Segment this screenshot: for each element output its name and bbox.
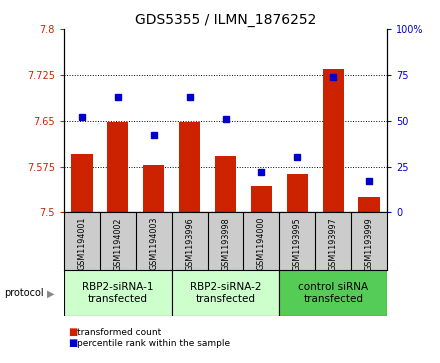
Text: transformed count: transformed count: [77, 328, 161, 337]
Text: RBP2-siRNA-1
transfected: RBP2-siRNA-1 transfected: [82, 282, 154, 304]
Bar: [215, 156, 236, 212]
Text: GSM1193998: GSM1193998: [221, 217, 230, 271]
Text: ■: ■: [68, 327, 77, 337]
Bar: [107, 122, 128, 212]
Text: GSM1194001: GSM1194001: [77, 217, 86, 270]
Text: GSM1193997: GSM1193997: [329, 217, 338, 271]
Bar: [71, 154, 92, 212]
Bar: [279, 270, 387, 316]
Text: GSM1194002: GSM1194002: [113, 217, 122, 270]
Bar: [251, 186, 272, 212]
Text: control siRNA
transfected: control siRNA transfected: [298, 282, 368, 304]
Text: percentile rank within the sample: percentile rank within the sample: [77, 339, 230, 347]
Text: protocol: protocol: [4, 288, 44, 298]
Text: GSM1193996: GSM1193996: [185, 217, 194, 271]
Bar: [143, 165, 165, 212]
Bar: [179, 122, 200, 212]
Bar: [286, 174, 308, 212]
Title: GDS5355 / ILMN_1876252: GDS5355 / ILMN_1876252: [135, 13, 316, 26]
Bar: [323, 69, 344, 212]
Text: GSM1194003: GSM1194003: [149, 217, 158, 270]
Bar: [359, 197, 380, 212]
Text: GSM1193995: GSM1193995: [293, 217, 302, 271]
Text: RBP2-siRNA-2
transfected: RBP2-siRNA-2 transfected: [190, 282, 261, 304]
Text: GSM1193999: GSM1193999: [365, 217, 374, 271]
Text: ▶: ▶: [47, 288, 55, 298]
Bar: [64, 270, 172, 316]
Bar: [172, 270, 279, 316]
Text: GSM1194000: GSM1194000: [257, 217, 266, 270]
Text: ■: ■: [68, 338, 77, 348]
